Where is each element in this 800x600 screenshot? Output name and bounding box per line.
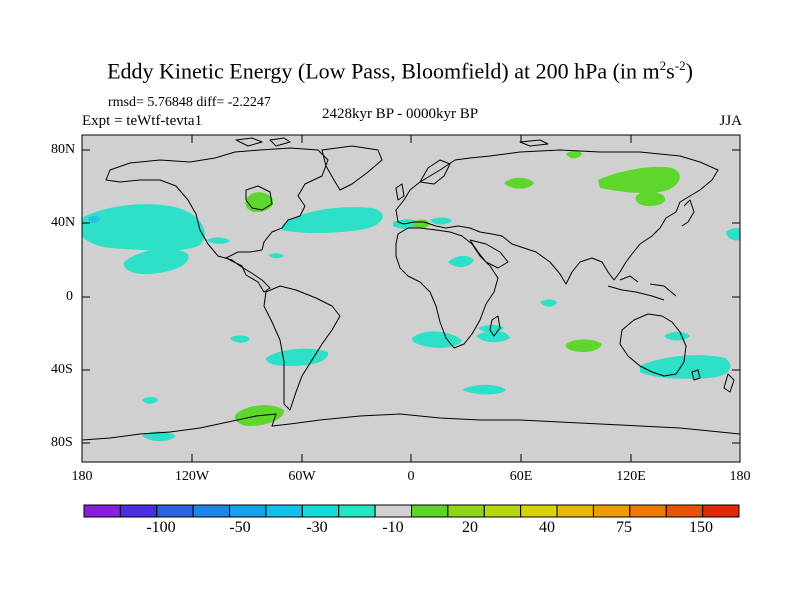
colorbar-box bbox=[665, 504, 704, 518]
lon-label-60w: 60W bbox=[288, 469, 316, 484]
colorbar-label: -30 bbox=[306, 519, 328, 536]
colorbar-box bbox=[301, 504, 340, 518]
australia-coastline bbox=[619, 313, 687, 377]
africa-coastline bbox=[395, 227, 499, 349]
lat-label-80n: 80N bbox=[51, 142, 76, 157]
south-atlantic-negative-anomaly bbox=[412, 331, 462, 348]
map-ticks bbox=[81, 135, 741, 462]
lat-label-0: 0 bbox=[66, 289, 73, 304]
lon-label-120e: 120E bbox=[616, 469, 646, 484]
colorbar-box bbox=[520, 504, 558, 518]
greenland-coastline bbox=[321, 145, 383, 191]
colorbar-box bbox=[265, 504, 303, 518]
eurasia-coastline bbox=[395, 149, 719, 285]
lat-label-80s: 80S bbox=[51, 435, 73, 450]
south-america-coastline bbox=[263, 285, 341, 411]
uk-coastline bbox=[395, 183, 405, 201]
colorbar-box bbox=[702, 504, 740, 518]
lon-label-120w: 120W bbox=[174, 469, 210, 484]
colorbar-label: 75 bbox=[616, 519, 632, 536]
continent-coastlines bbox=[82, 137, 740, 441]
colorbar-box bbox=[374, 504, 412, 518]
north-america-coastline bbox=[105, 147, 329, 293]
indian-ocean-positive-anomaly bbox=[565, 339, 602, 352]
antarctica-coastline bbox=[82, 413, 740, 441]
arctic-islands-coastline bbox=[235, 137, 549, 147]
north-siberia-positive-anomaly bbox=[598, 166, 680, 194]
colorbar-box bbox=[119, 504, 158, 518]
southern-ocean-negative-anomaly bbox=[462, 384, 506, 395]
lat-label-40n: 40N bbox=[51, 215, 76, 230]
colorbar-label: 20 bbox=[462, 519, 478, 536]
colorbar-box bbox=[592, 504, 631, 518]
new-zealand-coastline bbox=[723, 373, 735, 393]
hudson-bay-coastline bbox=[245, 185, 273, 211]
colorbar-box bbox=[483, 504, 522, 518]
north-pacific-negative-anomaly bbox=[82, 204, 205, 251]
season-label: JJA bbox=[719, 113, 742, 129]
colorbar-label: 150 bbox=[689, 519, 713, 536]
colorbar-label: 40 bbox=[539, 519, 555, 536]
north-atlantic-negative-anomaly bbox=[282, 207, 383, 233]
colorbar-label: -10 bbox=[382, 519, 404, 536]
south-pacific-negative-anomaly bbox=[266, 348, 329, 366]
east-asia-positive-anomaly bbox=[635, 191, 666, 206]
arabia-coastline bbox=[469, 239, 509, 269]
colorbar bbox=[83, 504, 740, 518]
colorbar-box bbox=[229, 504, 267, 518]
colorbar-label: -100 bbox=[146, 519, 176, 536]
colorbar-box bbox=[83, 504, 121, 518]
lon-label-0: 0 bbox=[407, 469, 415, 484]
lon-label-180w: 180 bbox=[71, 469, 93, 484]
japan-coastline bbox=[681, 199, 695, 227]
lon-label-180e: 180 bbox=[729, 469, 751, 484]
chart-title: Eddy Kinetic Energy (Low Pass, Bloomfiel… bbox=[107, 58, 693, 84]
period-label: 2428kyr BP - 0000kyr BP bbox=[321, 106, 479, 122]
stats-text: rmsd= 5.76848 diff= -2.2247 bbox=[108, 95, 271, 110]
colorbar-box bbox=[556, 504, 594, 518]
colorbar-label: -50 bbox=[229, 519, 251, 536]
australia-negative-anomaly bbox=[640, 355, 731, 379]
indonesia-coastline bbox=[607, 275, 677, 301]
experiment-label: Expt = teWtf-tevta1 bbox=[82, 113, 203, 129]
scandinavia-coastline bbox=[419, 159, 451, 185]
lon-label-60e: 60E bbox=[509, 469, 533, 484]
colorbar-box bbox=[411, 504, 449, 518]
negative-anomaly-regions bbox=[82, 204, 740, 442]
colorbar-box bbox=[338, 504, 376, 518]
colorbar-box bbox=[447, 504, 485, 518]
colorbar-box bbox=[192, 504, 231, 518]
colorbar-box bbox=[156, 504, 194, 518]
africa-negative-anomaly bbox=[448, 256, 474, 268]
lat-label-40s: 40S bbox=[51, 362, 73, 377]
subtropical-pacific-negative-anomaly bbox=[123, 248, 189, 275]
antarctic-pacific-negative-anomaly bbox=[142, 431, 176, 442]
madagascar-coastline bbox=[489, 315, 501, 337]
central-asia-positive-anomaly bbox=[504, 177, 534, 189]
colorbar-box bbox=[629, 504, 667, 518]
